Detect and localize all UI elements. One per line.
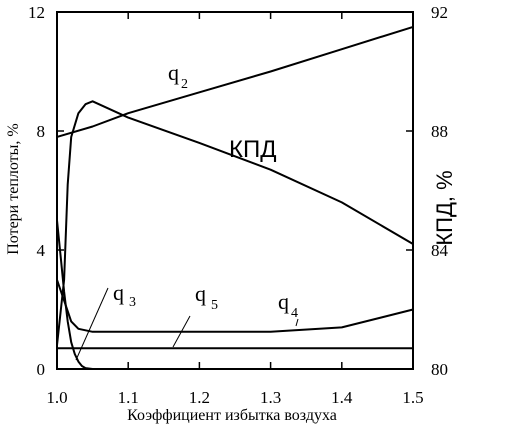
leader-q5 <box>172 315 191 348</box>
x-axis-title: Коэффициент избытка воздуха <box>127 407 337 424</box>
y2-tick-label: 80 <box>431 360 448 379</box>
x-tick-label: 1.4 <box>331 388 353 407</box>
x-tick-label: 1.2 <box>189 388 210 407</box>
series-line-q2 <box>56 25 414 138</box>
series-line-q4 <box>56 279 414 333</box>
y-tick-label: 0 <box>37 360 46 379</box>
x-tick-label: 1.5 <box>402 388 423 407</box>
leader-q4 <box>295 318 299 327</box>
annotation-kpd: КПД <box>229 136 276 163</box>
y2-tick-label: 84 <box>431 241 449 260</box>
y2-tick-label: 92 <box>431 3 448 22</box>
x-tick-label: 1.3 <box>260 388 281 407</box>
y-tick-label: 12 <box>28 3 45 22</box>
x-tick-label: 1.0 <box>46 388 67 407</box>
y2-tick-label: 88 <box>431 122 448 141</box>
y-axis-title: Потери теплоты, % <box>5 123 22 255</box>
y-tick-label: 8 <box>37 122 46 141</box>
series-line-kpd <box>56 100 414 346</box>
plot-frame <box>56 11 414 370</box>
leader-q3 <box>75 287 109 361</box>
y-tick-label: 4 <box>37 241 46 260</box>
x-tick-label: 1.1 <box>118 388 139 407</box>
y2-axis-title: КПД, % <box>432 170 457 245</box>
